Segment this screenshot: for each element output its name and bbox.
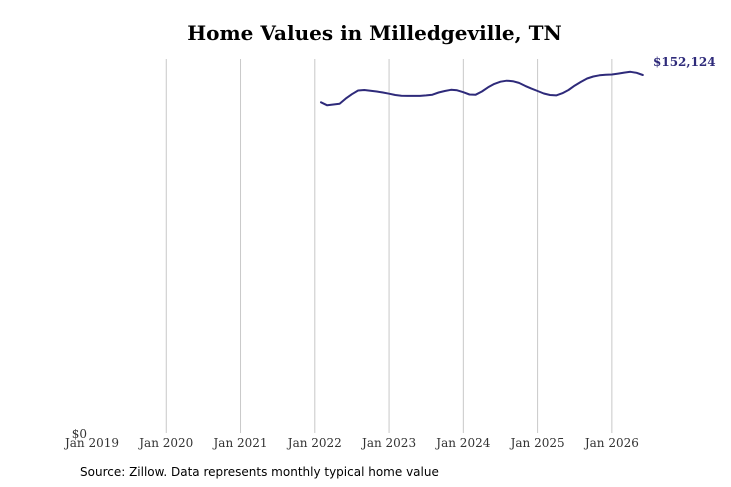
x-tick-label: Jan 2023: [360, 436, 416, 450]
x-tick-label: Jan 2021: [212, 436, 268, 450]
x-tick-label: Jan 2025: [509, 436, 565, 450]
labels-layer: Jan 2019 Jan 2020 Jan 2021 Jan 2022 Jan 2023…: [63, 55, 716, 450]
series-line-0: [320, 70, 644, 107]
x-tick-label: Jan 2026: [583, 436, 639, 450]
gridlines: [165, 59, 613, 433]
x-tick-label: Jan 2019: [63, 436, 119, 450]
end-value-label: $152,124: [653, 55, 716, 69]
x-tick-label: Jan 2022: [286, 436, 342, 450]
y-tick-label: $0: [72, 427, 87, 441]
source-note: Source: Zillow. Data represents monthly …: [80, 465, 439, 479]
series-layer: [320, 70, 644, 107]
x-tick-label: Jan 2020: [137, 436, 193, 450]
x-tick-label: Jan 2024: [434, 436, 490, 450]
chart-title: Home Values in Milledgeville, TN: [187, 21, 562, 45]
